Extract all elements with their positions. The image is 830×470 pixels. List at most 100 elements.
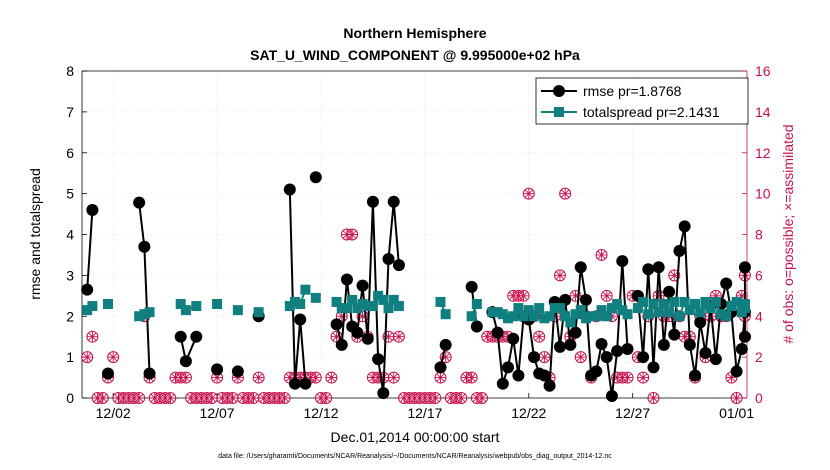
rmse-series [81,171,751,402]
rmse-point [81,283,94,296]
rmse-point [720,277,733,290]
rmse-point [652,261,665,274]
rmse-point [543,379,556,392]
rmse-point [133,196,146,209]
spread-point [466,311,477,322]
obs-marker [309,371,322,384]
obs-marker [96,392,109,404]
obs-possible-circle [647,392,660,404]
x-tick-label: 12/22 [511,405,546,421]
rmse-point [564,338,577,351]
rmse-point [231,365,244,378]
spread-point [295,298,306,309]
spread-point [690,298,701,309]
rmse-point [730,365,743,378]
spread-point [632,303,643,314]
spread-point [232,305,243,316]
obs-possible-circle [559,187,572,200]
rmse-point [190,330,203,343]
spread-point [586,311,597,322]
spread-point [612,298,623,309]
rmse-point [595,338,608,351]
obs-marker [392,330,405,343]
obs-assimilated-star [561,189,570,198]
obs-marker [621,371,634,384]
rmse-point [143,367,156,380]
spread-point [378,294,389,305]
obs-marker [538,351,551,364]
spread-point [721,311,732,322]
spread-point [144,307,155,318]
rmse-point [637,351,650,364]
rmse-point [86,203,99,216]
right-y-axis-label: # of obs: o=possible; ×=assimilated [780,124,796,343]
rmse-point [668,328,681,341]
spread-point [82,305,93,316]
rmse-point [694,316,707,329]
obs-possible-circle [730,392,743,404]
rmse-point [683,338,696,351]
obs-possible-circle [133,392,146,404]
obs-possible-circle [637,371,650,384]
rmse-point [138,240,151,253]
y-tick-label: 5 [66,186,74,202]
rmse-point [289,377,302,390]
spread-point [300,284,311,295]
spread-point [497,309,508,320]
rmse-point [434,361,447,374]
spread-point [648,298,659,309]
x-tick-label: 12/17 [407,405,442,421]
obs-possible-circle [522,187,535,200]
spread-point [606,303,617,314]
obs-assimilated-star [431,394,440,402]
spread-point [679,296,690,307]
spread-point [638,296,649,307]
spread-point [87,301,98,312]
spread-point [560,311,571,322]
rmse-point [735,342,748,355]
rmse-point [351,326,364,339]
rmse-point [330,318,343,331]
spread-point [139,309,150,320]
right-y-tick-label: 10 [755,186,771,202]
spread-point [534,303,545,314]
spread-point [674,311,685,322]
rmse-point [470,320,483,333]
spread-point [580,313,591,324]
obs-possible-circle [455,392,468,404]
y-tick-label: 0 [66,390,74,406]
obs-assimilated-star [322,394,331,402]
right-y-tick-label: 12 [755,145,771,161]
spread-point [539,313,550,324]
spread-point [212,298,223,309]
spread-point [357,298,368,309]
spread-point [544,311,555,322]
chart-title-line-2: SAT_U_WIND_COMPONENT @ 9.995000e+02 hPa [250,47,580,63]
spread-point [284,301,295,312]
spread-point [175,298,186,309]
rmse-point [663,285,676,298]
rmse-point [642,263,655,276]
rmse-point [689,369,702,382]
spread-point [362,301,373,312]
rmse-point [340,273,353,286]
obs-possible-circle [517,289,530,302]
obs-possible-circle [465,371,478,384]
rmse-point [678,220,691,233]
obs-marker [476,392,489,404]
obs-marker [668,269,681,282]
obs-assimilated-star [83,353,92,362]
rmse-point [579,293,592,306]
spread-point [341,303,352,314]
obs-assimilated-star [535,332,544,341]
obs-marker [429,392,442,404]
data-file-footer: data file: /Users/gharamti/Documents/NCA… [218,453,612,460]
obs-possible-circle [278,392,291,404]
obs-possible-circle [392,330,405,343]
spread-point [373,290,384,301]
obs-assimilated-star [254,373,263,382]
y-axis-label: rmse and totalspread [27,168,43,300]
obs-assimilated-star [348,230,357,239]
obs-marker [465,371,478,384]
